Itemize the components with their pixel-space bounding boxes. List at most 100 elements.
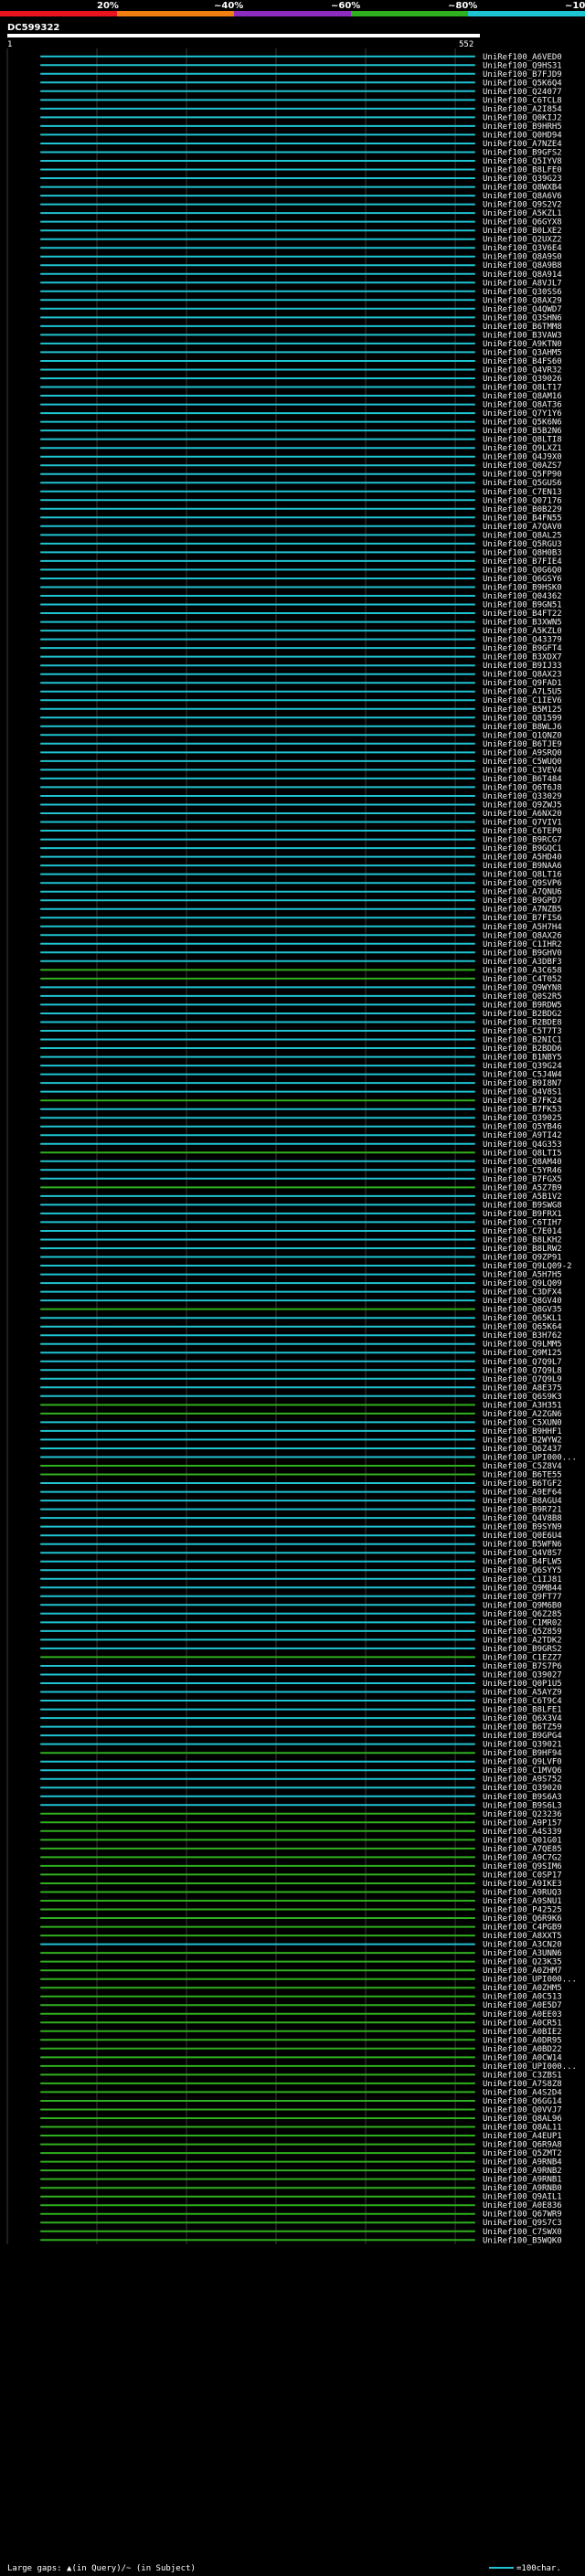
hit-label[interactable]: UniRef100_A0BD22 bbox=[483, 2045, 562, 2054]
hit-label[interactable]: UniRef100_Q6T6J8 bbox=[483, 783, 562, 792]
hit-label[interactable]: UniRef100_B9SYN9 bbox=[483, 1523, 562, 1532]
hit-label[interactable]: UniRef100_B9I8N7 bbox=[483, 1079, 562, 1088]
hit-label[interactable]: UniRef100_Q43379 bbox=[483, 636, 562, 645]
hit-label[interactable]: UniRef100_B9GRS2 bbox=[483, 1645, 562, 1654]
hit-label[interactable]: UniRef100_A7NZE4 bbox=[483, 140, 562, 149]
hit-label[interactable]: UniRef100_B4FT22 bbox=[483, 610, 562, 619]
hit-label[interactable]: UniRef100_B0B229 bbox=[483, 505, 562, 514]
hit-label[interactable]: UniRef100_A9P157 bbox=[483, 1818, 562, 1828]
hit-label[interactable]: UniRef100_B4FS60 bbox=[483, 357, 562, 366]
hit-label[interactable]: UniRef100_B9GQC1 bbox=[483, 844, 562, 853]
hit-label[interactable]: UniRef100_A4EUP1 bbox=[483, 2132, 562, 2141]
hit-label[interactable]: UniRef100_A7S8Z8 bbox=[483, 2080, 562, 2089]
hit-label[interactable]: UniRef100_Q01G01 bbox=[483, 1836, 562, 1845]
hit-label[interactable]: UniRef100_A9S752 bbox=[483, 1776, 562, 1785]
hit-label[interactable]: UniRef100_Q23236 bbox=[483, 1810, 562, 1819]
hit-label[interactable]: UniRef100_Q7Q9L8 bbox=[483, 1366, 562, 1375]
hit-label[interactable]: UniRef100_B6TZ59 bbox=[483, 1723, 562, 1733]
hit-label[interactable]: UniRef100_B8WLJ6 bbox=[483, 723, 562, 732]
hit-label[interactable]: UniRef100_Q1QNZ0 bbox=[483, 731, 562, 740]
hit-label[interactable]: UniRef100_Q5RGU3 bbox=[483, 540, 562, 549]
hit-label[interactable]: UniRef100_B9HHF1 bbox=[483, 1427, 562, 1436]
hit-label[interactable]: UniRef100_A4S2D4 bbox=[483, 2088, 562, 2097]
hit-label[interactable]: UniRef100_C1IHR2 bbox=[483, 940, 562, 949]
hit-label[interactable]: UniRef100_B9FRX1 bbox=[483, 1210, 562, 1219]
hit-label[interactable]: UniRef100_C1MVQ6 bbox=[483, 1766, 562, 1776]
hit-label[interactable]: UniRef100_B6TJE9 bbox=[483, 740, 562, 749]
hit-label[interactable]: UniRef100_B9RCG7 bbox=[483, 836, 562, 845]
hit-label[interactable]: UniRef100_B9GN51 bbox=[483, 601, 562, 610]
hit-label[interactable]: UniRef100_Q9LQ09-2 bbox=[483, 1262, 572, 1271]
hit-label[interactable]: UniRef100_A8XXT5 bbox=[483, 1932, 562, 1941]
hit-label[interactable]: UniRef100_B5M125 bbox=[483, 705, 562, 715]
hit-label[interactable]: UniRef100_Q8AX29 bbox=[483, 296, 562, 305]
hit-label[interactable]: UniRef100_Q9MB44 bbox=[483, 1584, 562, 1593]
hit-label[interactable]: UniRef100_Q6X3V4 bbox=[483, 1714, 562, 1723]
hit-label[interactable]: UniRef100_B8LFE0 bbox=[483, 166, 562, 175]
hit-label[interactable]: UniRef100_Q5Z859 bbox=[483, 1627, 562, 1637]
hit-label[interactable]: UniRef100_Q8LT16 bbox=[483, 871, 562, 880]
hit-label[interactable]: UniRef100_Q4QWD7 bbox=[483, 305, 562, 314]
hit-label[interactable]: UniRef100_A5KZL0 bbox=[483, 627, 562, 636]
hit-label[interactable]: UniRef100_Q4V8S1 bbox=[483, 1088, 562, 1097]
hit-label[interactable]: UniRef100_Q5K6N6 bbox=[483, 419, 562, 428]
hit-label[interactable]: UniRef100_B6TMM8 bbox=[483, 323, 562, 332]
hit-label[interactable]: UniRef100_B9SWG8 bbox=[483, 1201, 562, 1210]
hit-label[interactable]: UniRef100_A8VJL7 bbox=[483, 279, 562, 288]
hit-label[interactable]: UniRef100_Q33029 bbox=[483, 792, 562, 801]
hit-label[interactable]: UniRef100_Q39021 bbox=[483, 1741, 562, 1750]
hit-label[interactable]: UniRef100_A5Z7B9 bbox=[483, 1183, 562, 1193]
hit-label[interactable]: UniRef100_Q9FT77 bbox=[483, 1593, 562, 1602]
hit-label[interactable]: UniRef100_B0LXE2 bbox=[483, 227, 562, 236]
hit-label[interactable]: UniRef100_Q8GV35 bbox=[483, 1306, 562, 1315]
hit-label[interactable]: UniRef100_A2ZGN6 bbox=[483, 1410, 562, 1419]
hit-label[interactable]: UniRef100_A9C7G2 bbox=[483, 1853, 562, 1862]
hit-label[interactable]: UniRef100_A3DBF3 bbox=[483, 958, 562, 967]
hit-label[interactable]: UniRef100_B9R721 bbox=[483, 1506, 562, 1515]
hit-label[interactable]: UniRef100_A5B1V2 bbox=[483, 1193, 562, 1202]
hit-label[interactable]: UniRef100_Q7Y1Y6 bbox=[483, 409, 562, 419]
hit-label[interactable]: UniRef100_B9RDW5 bbox=[483, 1001, 562, 1010]
hit-label[interactable]: UniRef100_Q0KIJ2 bbox=[483, 113, 562, 122]
hit-label[interactable]: UniRef100_A7L5U5 bbox=[483, 688, 562, 697]
hit-label[interactable]: UniRef100_A9SNU1 bbox=[483, 1897, 562, 1906]
hit-label[interactable]: UniRef100_Q9M125 bbox=[483, 1349, 562, 1358]
hit-label[interactable]: UniRef100_Q3V6E4 bbox=[483, 244, 562, 253]
hit-label[interactable]: UniRef100_Q0E6U4 bbox=[483, 1532, 562, 1541]
hit-label[interactable]: UniRef100_Q5YB46 bbox=[483, 1123, 562, 1132]
hit-label[interactable]: UniRef100_B9GPD7 bbox=[483, 896, 562, 906]
hit-label[interactable]: UniRef100_Q8H0B3 bbox=[483, 548, 562, 557]
hit-label[interactable]: UniRef100_B8LKH2 bbox=[483, 1236, 562, 1246]
hit-label[interactable]: UniRef100_B2BDG2 bbox=[483, 1010, 562, 1019]
hit-label[interactable]: UniRef100_C3DFX4 bbox=[483, 1288, 562, 1298]
hit-label[interactable]: UniRef100_Q4V8B8 bbox=[483, 1514, 562, 1523]
hit-label[interactable]: UniRef100_B7S7P6 bbox=[483, 1662, 562, 1671]
hit-label[interactable]: UniRef100_C7E014 bbox=[483, 1227, 562, 1236]
hit-label[interactable]: UniRef100_A6NX20 bbox=[483, 810, 562, 819]
hit-label[interactable]: UniRef100_Q9S7C3 bbox=[483, 2219, 562, 2228]
hit-label[interactable]: UniRef100_A9RNB0 bbox=[483, 2184, 562, 2193]
hit-label[interactable]: UniRef100_P42525 bbox=[483, 1906, 562, 1915]
hit-label[interactable]: UniRef100_Q8AX23 bbox=[483, 671, 562, 680]
hit-label[interactable]: UniRef100_Q39020 bbox=[483, 1784, 562, 1793]
hit-label[interactable]: UniRef100_Q8LTI5 bbox=[483, 1149, 562, 1158]
hit-label[interactable]: UniRef100_Q0AZS7 bbox=[483, 461, 562, 471]
hit-label[interactable]: UniRef100_B9S6A3 bbox=[483, 1793, 562, 1802]
hit-label[interactable]: UniRef100_Q8A914 bbox=[483, 270, 562, 280]
hit-label[interactable]: UniRef100_A0CW14 bbox=[483, 2053, 562, 2062]
hit-label[interactable]: UniRef100_B9NAA6 bbox=[483, 862, 562, 871]
hit-label[interactable]: UniRef100_C5YR46 bbox=[483, 1166, 562, 1175]
hit-label[interactable]: UniRef100_A0CR51 bbox=[483, 2019, 562, 2028]
hit-label[interactable]: UniRef100_Q6GG14 bbox=[483, 2097, 562, 2106]
hit-label[interactable]: UniRef100_Q8AX26 bbox=[483, 931, 562, 940]
hit-label[interactable]: UniRef100_Q9AIL1 bbox=[483, 2193, 562, 2202]
hit-label[interactable]: UniRef100_B5WFN6 bbox=[483, 1541, 562, 1550]
hit-label[interactable]: UniRef100_A0ZHM7 bbox=[483, 1966, 562, 1976]
hit-label[interactable]: UniRef100_B2BDD6 bbox=[483, 1044, 562, 1054]
hit-label[interactable]: UniRef100_B8LFE1 bbox=[483, 1706, 562, 1715]
hit-label[interactable]: UniRef100_A0EE03 bbox=[483, 2010, 562, 2019]
hit-label[interactable]: UniRef100_Q8AM40 bbox=[483, 1158, 562, 1167]
hit-label[interactable]: UniRef100_C5Z8V4 bbox=[483, 1462, 562, 1471]
hit-label[interactable]: UniRef100_C5XUN0 bbox=[483, 1418, 562, 1427]
hit-label[interactable]: UniRef100_B9GHV0 bbox=[483, 949, 562, 958]
